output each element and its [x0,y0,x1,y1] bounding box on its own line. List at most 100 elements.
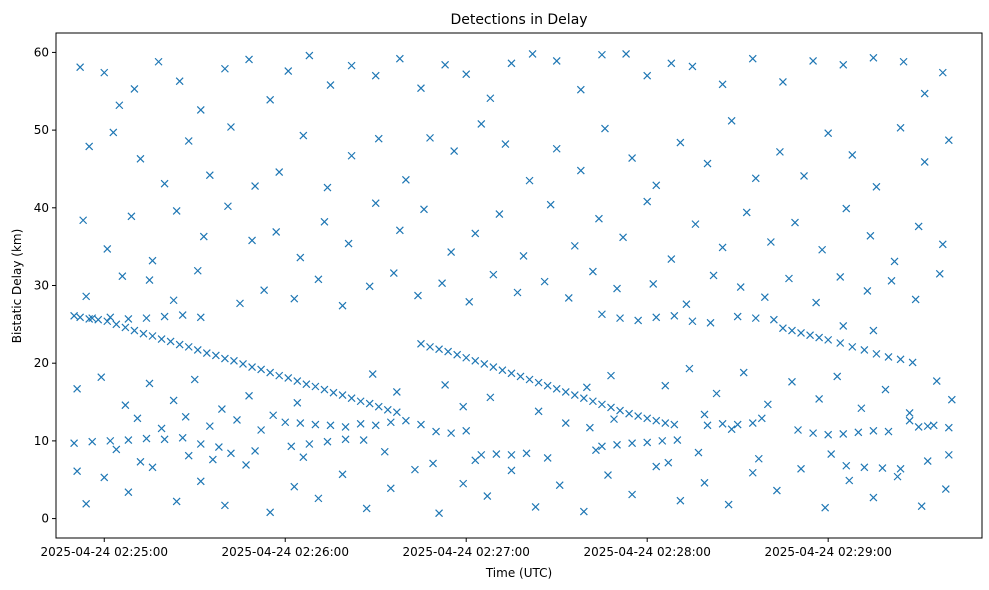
detection-marker [205,171,214,180]
detection-marker [483,492,492,500]
detection-marker [148,463,157,472]
detection-marker [329,388,338,397]
detection-marker [196,477,205,486]
detection-marker [794,426,802,434]
detection-marker [881,385,890,394]
detection-marker [923,457,932,466]
detection-marker [576,166,585,175]
detection-marker [899,57,908,66]
detection-marker [112,320,121,329]
detection-marker [447,248,456,257]
detection-marker [911,295,920,304]
detection-marker [779,78,787,86]
detection-marker [130,85,139,93]
detection-marker [622,50,631,58]
detection-marker [362,504,371,513]
detection-marker [160,179,169,188]
detection-marker [534,378,543,387]
detection-marker [347,61,356,70]
detection-marker [124,314,133,323]
detection-marker [905,408,914,417]
detection-marker [88,437,97,446]
detection-marker [133,414,142,423]
detection-marker [224,202,232,211]
detection-marker [214,443,223,452]
detection-marker [208,455,217,464]
detection-marker [444,347,453,356]
x-tick-label: 2025-04-24 02:29:00 [764,545,891,559]
detection-marker [887,276,896,285]
detection-marker [109,128,118,137]
detection-marker [371,199,380,208]
detection-marker [465,297,474,306]
detection-marker [688,317,697,326]
detection-marker [401,175,410,184]
detection-marker [266,95,275,104]
detection-marker [359,436,368,445]
detection-marker [848,151,857,159]
detection-marker [531,502,540,511]
detection-marker [643,71,652,80]
detection-marker [347,394,356,403]
detection-marker [411,465,419,474]
detection-marker [757,414,766,423]
detection-marker [893,472,902,481]
detection-marker [923,422,932,431]
detection-marker [534,407,543,416]
detection-marker [748,419,757,427]
detection-marker [447,429,456,438]
y-tick-label: 30 [34,279,49,293]
detection-marker [661,419,670,427]
detection-marker [269,411,278,420]
detection-marker [374,402,383,411]
detection-marker [236,299,244,308]
detection-marker [691,220,700,229]
detection-marker [724,500,733,509]
detection-marker [700,410,709,419]
markers-layer [70,50,956,518]
detection-marker [386,484,395,493]
detection-marker [920,89,929,98]
detection-marker [127,212,136,221]
detection-marker [570,241,579,250]
detection-marker [628,490,637,499]
detection-marker [100,473,109,482]
detection-marker [118,272,127,281]
detection-marker [392,408,401,417]
detection-marker [196,313,205,322]
detection-marker [290,294,299,303]
detection-marker [356,397,365,406]
detection-marker [869,326,878,335]
detection-marker [797,464,805,473]
detection-marker [800,172,808,180]
detection-marker [401,416,410,425]
detection-marker [193,346,202,354]
detection-marker [914,222,923,231]
detection-marker [616,314,624,323]
detection-marker [582,383,591,392]
detection-marker [220,354,229,363]
detection-marker [220,64,229,73]
detection-marker [905,416,914,425]
detection-marker [356,419,365,428]
detection-marker [284,374,293,382]
detection-marker [652,181,661,190]
detection-marker [827,450,836,459]
detection-marker [854,428,863,437]
detection-marker [815,333,824,342]
detection-marker [676,138,685,147]
detection-marker [157,335,166,344]
detection-marker [217,405,226,413]
y-tick-label: 40 [34,201,49,215]
detection-marker [785,274,793,283]
detection-marker [869,53,878,62]
detection-marker [323,437,332,446]
detection-marker [293,398,302,407]
detection-marker [296,253,305,262]
y-tick-label: 20 [34,356,49,370]
detection-marker [142,314,151,323]
detection-marker [70,311,79,320]
detection-marker [365,282,374,291]
detection-marker [664,458,673,467]
detection-marker [775,147,784,156]
